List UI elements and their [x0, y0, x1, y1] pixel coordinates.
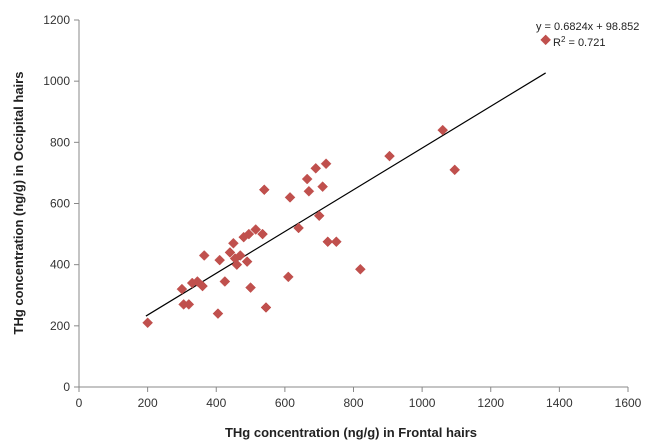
x-tick-label: 1200	[477, 396, 504, 410]
data-point	[176, 283, 188, 295]
x-tick-label: 200	[138, 396, 158, 410]
data-point	[260, 302, 272, 313]
x-tick-label: 1000	[409, 396, 436, 410]
data-point	[310, 162, 322, 174]
r2-exponent: 2	[561, 35, 566, 44]
trendline-annotation: y = 0.6824x + 98.852 R2 = 0.721	[536, 21, 639, 49]
data-point	[437, 124, 449, 136]
y-tick-label: 800	[50, 135, 70, 149]
data-point	[250, 224, 262, 235]
trendline-r2: R2 = 0.721	[553, 35, 605, 49]
data-point	[384, 150, 395, 162]
data-point	[245, 282, 256, 293]
y-tick-label: 1200	[43, 13, 70, 27]
data-point	[320, 158, 332, 170]
data-point	[241, 256, 253, 267]
y-tick-label: 400	[50, 258, 70, 272]
y-tick-label: 200	[50, 319, 70, 333]
data-point	[540, 34, 552, 46]
data-point	[449, 164, 461, 176]
data-point	[303, 185, 315, 197]
data-point	[197, 280, 208, 292]
y-tick-label: 600	[50, 197, 70, 211]
data-point	[330, 236, 342, 248]
x-tick-label: 0	[76, 396, 83, 410]
data-point	[282, 271, 294, 283]
data-point	[224, 247, 236, 258]
x-tick-label: 800	[343, 396, 363, 410]
data-point	[257, 228, 268, 240]
data-point	[301, 173, 313, 185]
trendline	[145, 72, 546, 317]
data-point	[231, 259, 243, 271]
data-point	[293, 222, 304, 234]
data-point	[198, 250, 210, 261]
trendline-group	[145, 72, 546, 317]
x-tick-label: 1400	[546, 396, 573, 410]
data-point	[214, 254, 226, 266]
data-point	[212, 308, 224, 319]
x-tick-label: 1600	[615, 396, 642, 410]
data-point	[322, 236, 334, 248]
data-points	[142, 34, 552, 329]
data-point	[243, 228, 255, 240]
y-tick-label: 0	[63, 380, 70, 394]
data-point	[355, 263, 366, 275]
data-point	[317, 181, 328, 193]
x-axis-title: THg concentration (ng/g) in Frontal hair…	[225, 425, 477, 440]
data-point	[142, 317, 153, 329]
x-tick-label: 600	[275, 396, 295, 410]
data-point	[258, 184, 270, 196]
trendline-equation: y = 0.6824x + 98.852	[536, 21, 639, 33]
r2-value: = 0.721	[565, 37, 605, 49]
data-point	[183, 299, 195, 310]
axes: 0 200 400 600 800 1000 1200 1400 1600 0 200 400 600 8…	[43, 13, 641, 410]
y-tick-label: 1000	[43, 74, 70, 88]
data-point	[228, 237, 239, 249]
y-axis-title: THg concentration (ng/g) in Occipital ha…	[11, 72, 26, 335]
r2-letter: R	[553, 37, 561, 49]
data-point	[219, 276, 231, 287]
data-point	[234, 250, 246, 261]
x-tick-label: 400	[206, 396, 226, 410]
data-point	[313, 210, 325, 222]
data-point	[284, 192, 296, 203]
